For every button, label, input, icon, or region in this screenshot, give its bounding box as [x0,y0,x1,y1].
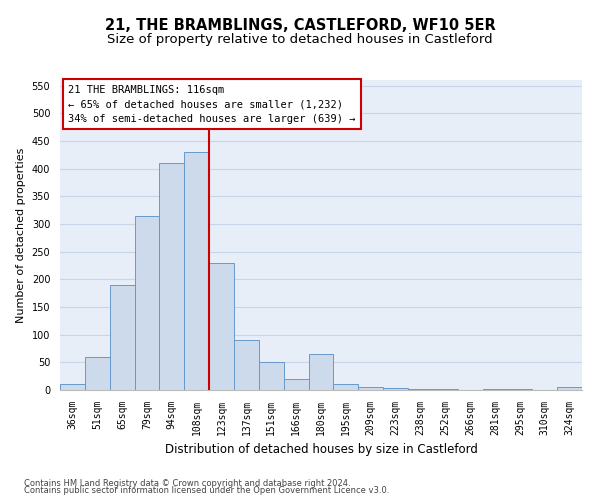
X-axis label: Distribution of detached houses by size in Castleford: Distribution of detached houses by size … [164,444,478,456]
Text: 21 THE BRAMBLINGS: 116sqm
← 65% of detached houses are smaller (1,232)
34% of se: 21 THE BRAMBLINGS: 116sqm ← 65% of detac… [68,84,355,124]
Bar [60,384,85,390]
Y-axis label: Number of detached properties: Number of detached properties [16,148,26,322]
Bar [160,163,184,390]
Bar [284,379,308,390]
Bar [134,216,160,390]
Bar [557,387,582,390]
Bar [383,388,408,390]
Bar [334,384,358,390]
Bar [184,152,209,390]
Text: Contains HM Land Registry data © Crown copyright and database right 2024.: Contains HM Land Registry data © Crown c… [24,478,350,488]
Bar [358,387,383,390]
Bar [408,389,433,390]
Bar [234,340,259,390]
Bar [209,262,234,390]
Bar [259,362,284,390]
Text: 21, THE BRAMBLINGS, CASTLEFORD, WF10 5ER: 21, THE BRAMBLINGS, CASTLEFORD, WF10 5ER [104,18,496,32]
Text: Size of property relative to detached houses in Castleford: Size of property relative to detached ho… [107,32,493,46]
Bar [308,354,334,390]
Bar [110,285,134,390]
Bar [85,357,110,390]
Text: Contains public sector information licensed under the Open Government Licence v3: Contains public sector information licen… [24,486,389,495]
